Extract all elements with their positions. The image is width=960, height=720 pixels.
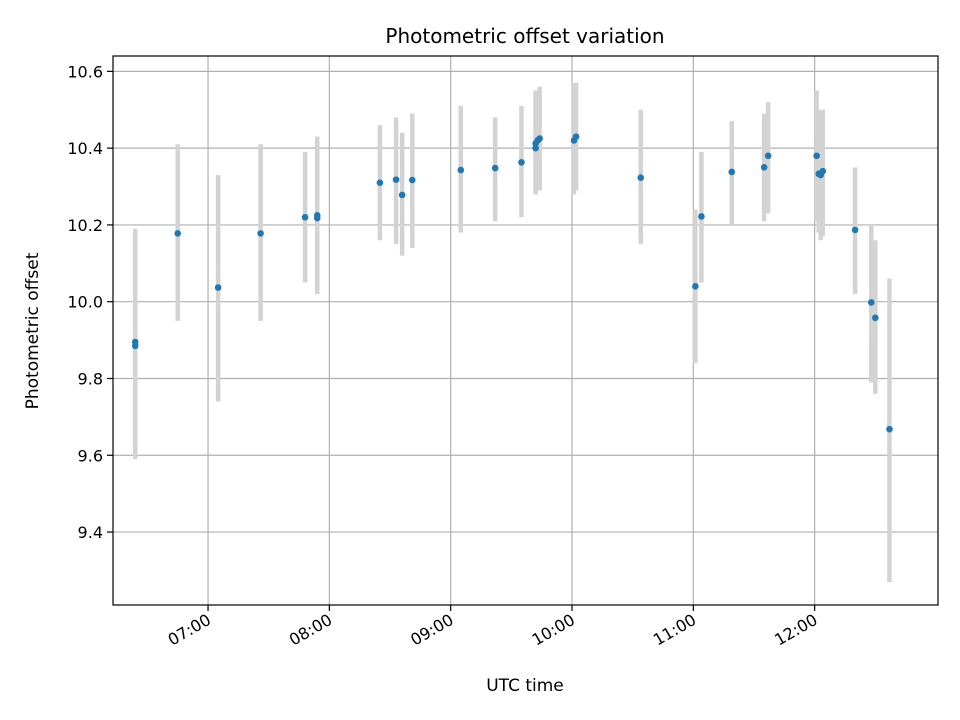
y-axis-label: Photometric offset	[23, 252, 43, 409]
data-point	[867, 299, 875, 306]
data-point	[313, 214, 321, 222]
data-point	[692, 283, 699, 290]
data-point	[536, 135, 543, 142]
data-point	[760, 164, 768, 171]
y-tick-label: 9.6	[78, 446, 103, 465]
data-point	[886, 425, 893, 433]
data-point	[532, 144, 539, 152]
data-point	[851, 226, 859, 234]
data-point	[257, 230, 264, 237]
data-point	[819, 167, 827, 175]
grid-lines	[113, 56, 938, 605]
data-point	[813, 152, 820, 160]
plot-frame	[112, 55, 939, 606]
chart-title: Photometric offset variation	[385, 24, 664, 48]
data-point	[728, 168, 736, 176]
y-tick-label: 10.2	[67, 216, 103, 235]
data-point	[301, 213, 309, 221]
data-point	[214, 284, 222, 291]
y-axis-ticks: 9.4 9.6 9.8 10.0 10.2 10.4 10.6	[67, 62, 113, 542]
data-point	[572, 133, 580, 140]
data-point	[698, 213, 705, 220]
y-tick-label: 9.4	[78, 523, 103, 542]
x-axis-label: UTC time	[486, 676, 564, 696]
data-point	[491, 164, 499, 172]
data-point	[637, 174, 645, 182]
y-tick-label: 10.6	[67, 62, 103, 81]
data-point	[764, 152, 772, 160]
data-point	[457, 166, 465, 174]
y-tick-label: 10.4	[67, 139, 103, 158]
y-tick-label: 9.8	[78, 369, 103, 388]
data-points	[131, 133, 893, 433]
data-point	[398, 191, 406, 199]
data-point	[518, 159, 525, 166]
data-point	[174, 230, 182, 237]
data-point	[392, 176, 400, 183]
data-point	[376, 179, 384, 186]
data-point	[408, 176, 416, 184]
data-point	[872, 314, 879, 322]
data-point	[131, 338, 139, 346]
y-tick-label: 10.0	[67, 293, 103, 312]
